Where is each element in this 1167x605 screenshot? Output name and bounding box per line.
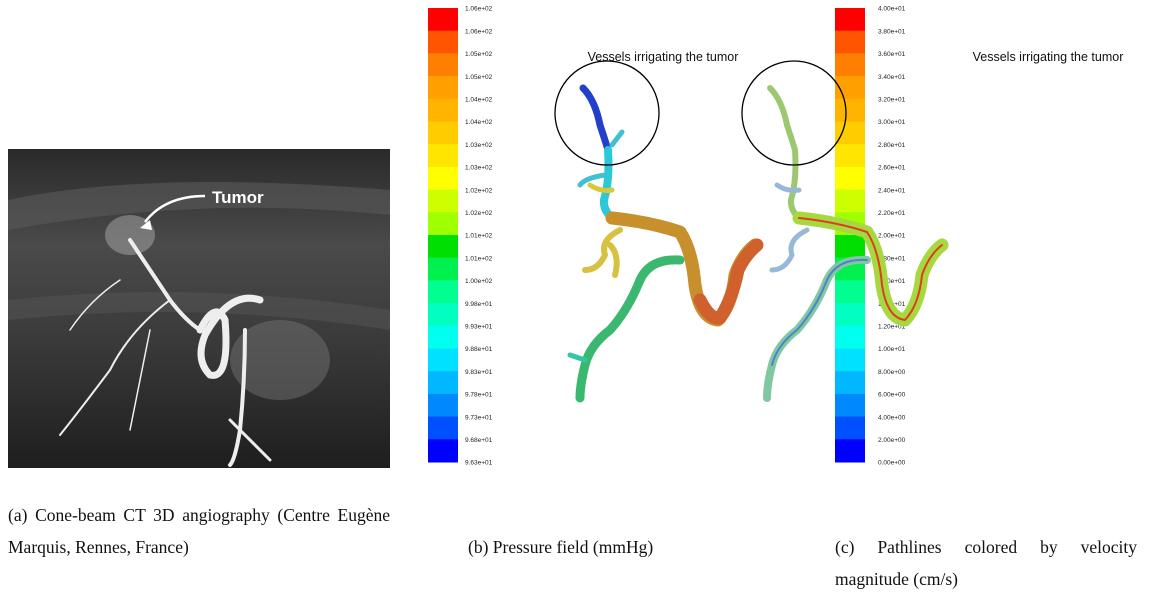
- colorbar-label: 1.02e+02: [465, 210, 493, 217]
- colorbar-segment: [428, 190, 458, 213]
- colorbar-label: 4.00e+00: [878, 414, 906, 421]
- colorbar-segment: [428, 326, 458, 349]
- colorbar-label: 9.63e+01: [465, 460, 493, 467]
- colorbar-segment: [835, 53, 865, 76]
- colorbar-label: 9.73e+01: [465, 414, 493, 421]
- caption: (a) Cone-beam CT 3D angiography (Centre …: [8, 499, 390, 563]
- colorbar-segment: [428, 235, 458, 258]
- colorbar-segment: [428, 31, 458, 54]
- colorbar-label: 2.00e+01: [878, 233, 906, 240]
- colorbar-segment: [835, 349, 865, 372]
- colorbar-label: 3.60e+01: [878, 51, 906, 58]
- colorbar-segment: [428, 417, 458, 440]
- colorbar-label: 0.00e+00: [878, 460, 906, 467]
- colorbar-segment: [428, 76, 458, 99]
- colorbar-label: 3.40e+01: [878, 74, 906, 81]
- colorbar-label: 1.05e+02: [465, 74, 493, 81]
- colorbar-segment: [835, 303, 865, 326]
- colorbar-label: 1.02e+02: [465, 187, 493, 194]
- colorbar-segment: [428, 8, 458, 31]
- colorbar-segment: [428, 349, 458, 372]
- colorbar-label: 1.03e+02: [465, 165, 493, 172]
- colorbar-label: 3.20e+01: [878, 97, 906, 104]
- colorbar-label: 1.04e+02: [465, 119, 493, 126]
- colorbar-segment: [428, 122, 458, 145]
- colorbar-segment: [835, 190, 865, 213]
- colorbar-segment: [835, 8, 865, 31]
- colorbar-label: 8.00e+00: [878, 369, 906, 376]
- ct-image: Tumor: [8, 149, 390, 468]
- colorbar-segment: [428, 280, 458, 303]
- colorbar-segment: [428, 167, 458, 190]
- caption: (b) Pressure field (mmHg): [468, 531, 688, 563]
- colorbar-label: 1.05e+02: [465, 51, 493, 58]
- colorbar-label: 1.06e+02: [465, 6, 493, 13]
- pressure-vessels: [570, 88, 757, 398]
- colorbar-label: 3.80e+01: [878, 28, 906, 35]
- caption: (c) Pathlines colored by velocity magnit…: [835, 531, 1137, 595]
- colorbar-segment: [428, 258, 458, 281]
- colorbar-segment: [835, 99, 865, 122]
- colorbar-label: 1.00e+02: [465, 278, 493, 285]
- colorbar-segment: [428, 144, 458, 167]
- colorbar: 1.06e+02 1.06e+02 1.05e+02 1.05e+02 1.04e+02…: [428, 6, 493, 467]
- annotation: Vessels irrigating the tumor: [973, 50, 1124, 64]
- annotation: Vessels irrigating the tumor: [588, 50, 739, 64]
- colorbar-label: 1.03e+02: [465, 142, 493, 149]
- colorbar-label: 9.83e+01: [465, 369, 493, 376]
- colorbar-segment: [428, 53, 458, 76]
- colorbar-segment: [835, 417, 865, 440]
- colorbar-segment: [428, 303, 458, 326]
- colorbar-label: 9.68e+01: [465, 437, 493, 444]
- colorbar-segment: [428, 394, 458, 417]
- colorbar-label: 1.01e+02: [465, 233, 493, 240]
- page: Tumor 1.06e+021.06e+021.05e+021.05e+021.…: [0, 0, 1167, 605]
- colorbar-label: 2.40e+01: [878, 187, 906, 194]
- colorbar-segment: [428, 99, 458, 122]
- colorbar-label: 3.00e+01: [878, 119, 906, 126]
- colorbar-segment: [835, 371, 865, 394]
- colorbar-label: 1.01e+02: [465, 255, 493, 262]
- colorbar-segment: [835, 31, 865, 54]
- colorbar-segment: [835, 235, 865, 258]
- colorbar-label: 2.60e+01: [878, 165, 906, 172]
- colorbar-label: 2.20e+01: [878, 210, 906, 217]
- colorbar-segment: [835, 167, 865, 190]
- colorbar-label: 9.88e+01: [465, 346, 493, 353]
- colorbar-label: 9.93e+01: [465, 324, 493, 331]
- colorbar-label: 4.00e+01: [878, 6, 906, 13]
- colorbar-label: 1.06e+02: [465, 28, 493, 35]
- colorbar-label: 6.00e+00: [878, 392, 906, 399]
- colorbar-segment: [835, 280, 865, 303]
- colorbar-segment: [428, 439, 458, 462]
- colorbar-segment: [835, 439, 865, 462]
- colorbar-segment: [428, 371, 458, 394]
- colorbar-label: 2.80e+01: [878, 142, 906, 149]
- colorbar-segment: [835, 394, 865, 417]
- colorbar-segment: [428, 212, 458, 235]
- colorbar-segment: [835, 144, 865, 167]
- colorbar-segment: [835, 326, 865, 349]
- colorbar-label: 1.00e+01: [878, 346, 906, 353]
- colorbar-label: 1.04e+02: [465, 97, 493, 104]
- colorbar-label: 2.00e+00: [878, 437, 906, 444]
- colorbar-label: 9.98e+01: [465, 301, 493, 308]
- colorbar-segment: [835, 122, 865, 145]
- image-label: Tumor: [212, 188, 264, 207]
- colorbar-label: 9.78e+01: [465, 392, 493, 399]
